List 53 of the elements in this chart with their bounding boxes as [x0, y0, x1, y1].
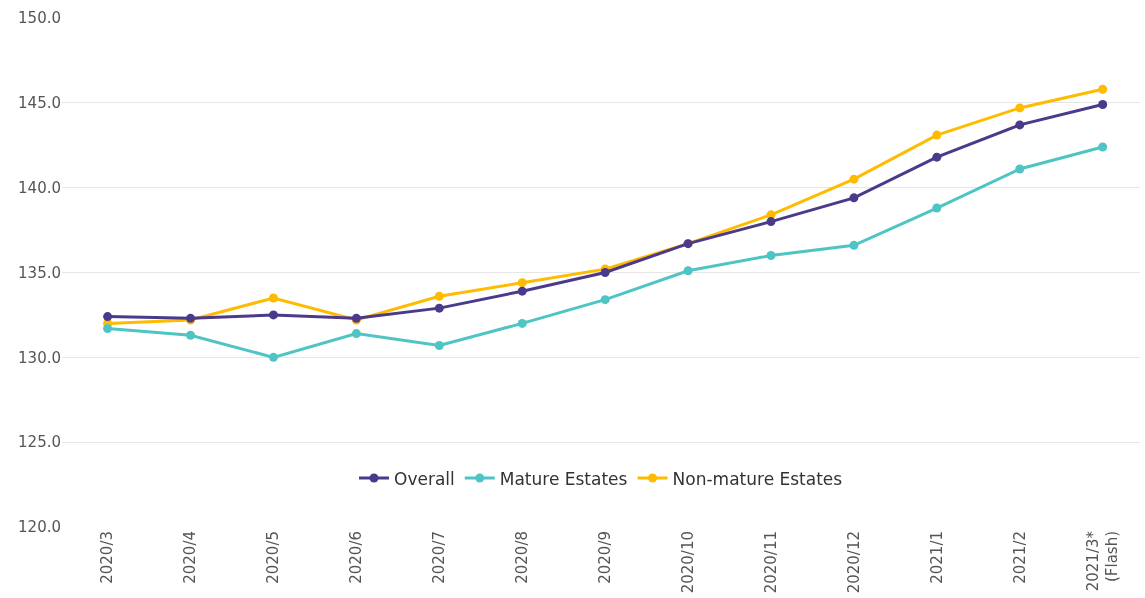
- y-tick-label: 135.0: [18, 263, 61, 282]
- x-tick-label: 2020/6: [347, 531, 366, 584]
- x-tick-label: 2020/8: [513, 531, 532, 584]
- legend-label: Non-mature Estates: [672, 468, 843, 489]
- point: [1098, 84, 1108, 94]
- point: [849, 240, 859, 250]
- point: [434, 303, 444, 313]
- point: [932, 152, 942, 162]
- x-tick-label: 2020/11: [761, 531, 780, 594]
- point: [1098, 100, 1108, 110]
- point: [186, 330, 196, 340]
- x-tick-label: 2020/9: [596, 531, 615, 584]
- point: [766, 217, 776, 227]
- y-tick-label: 140.0: [18, 178, 61, 197]
- point: [1015, 164, 1025, 174]
- x-tick-label: 2020/10: [678, 531, 697, 594]
- point: [600, 268, 610, 277]
- x-tick-label: 2021/2: [1010, 531, 1029, 584]
- point: [517, 278, 527, 288]
- point: [600, 295, 610, 305]
- point: [849, 174, 859, 184]
- point: [932, 130, 942, 140]
- x-tick-label: 2020/12: [844, 531, 863, 594]
- y-tick-label: 150.0: [18, 9, 61, 28]
- x-tick-label: 2021/1: [927, 531, 946, 584]
- point: [517, 318, 527, 328]
- point: [268, 310, 278, 320]
- point: [103, 312, 113, 322]
- y-tick-label: 145.0: [18, 94, 61, 113]
- point: [268, 352, 278, 362]
- x-tick-label: 2020/3: [98, 531, 117, 584]
- point: [849, 193, 859, 203]
- point: [932, 203, 942, 213]
- y-tick-label: 125.0: [18, 433, 61, 452]
- y-tick-label: 130.0: [18, 348, 61, 367]
- legend-label: Mature Estates: [499, 468, 628, 489]
- x-tick-label: 2020/4: [181, 531, 200, 584]
- point: [434, 291, 444, 301]
- legend-label: Overall: [394, 468, 455, 489]
- point: [1015, 103, 1025, 113]
- point: [1098, 142, 1108, 152]
- point: [517, 286, 527, 296]
- point: [1015, 120, 1025, 130]
- point: [683, 266, 693, 276]
- point: [766, 251, 776, 261]
- point: [351, 329, 361, 339]
- point: [268, 293, 278, 303]
- point: [103, 323, 113, 333]
- point: [434, 340, 444, 350]
- x-tick-label: 2021/3* (Flash): [1083, 530, 1122, 592]
- y-tick-label: 120.0: [18, 518, 61, 537]
- x-tick-label: 2020/5: [264, 531, 283, 584]
- x-tick-label: 2020/7: [430, 531, 449, 584]
